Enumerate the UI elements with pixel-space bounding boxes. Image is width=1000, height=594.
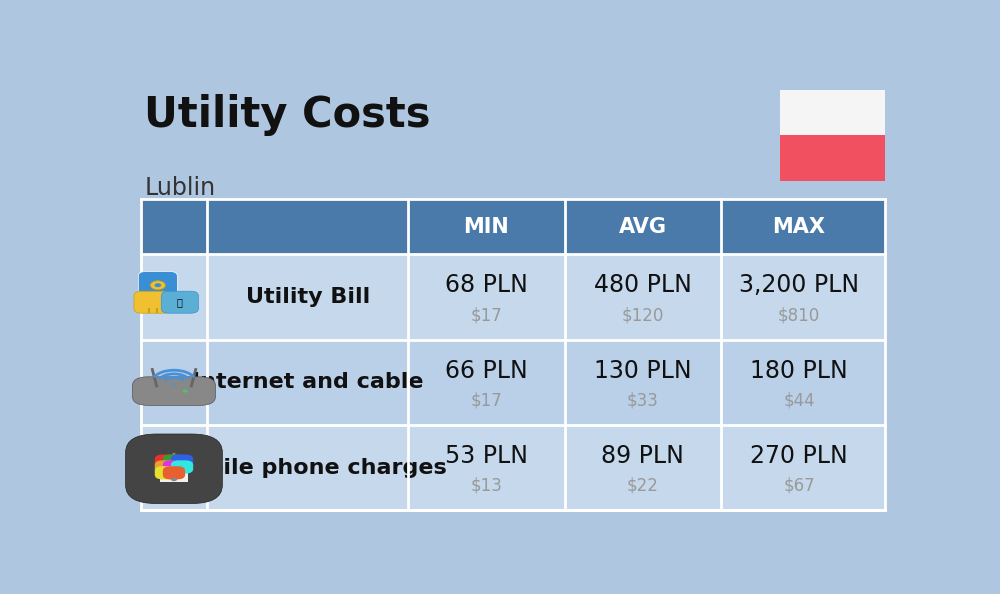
FancyBboxPatch shape	[171, 460, 193, 473]
FancyBboxPatch shape	[171, 454, 193, 467]
Text: $67: $67	[783, 477, 815, 495]
Bar	[140, 200, 885, 254]
Text: AVG: AVG	[619, 217, 667, 237]
Text: 68 PLN: 68 PLN	[445, 273, 528, 298]
Circle shape	[171, 478, 177, 481]
Bar	[140, 340, 885, 425]
FancyBboxPatch shape	[132, 377, 216, 405]
FancyBboxPatch shape	[155, 454, 177, 467]
Text: 53 PLN: 53 PLN	[445, 444, 528, 468]
Text: 66 PLN: 66 PLN	[445, 359, 528, 383]
Text: Utility Bill: Utility Bill	[246, 287, 370, 307]
FancyBboxPatch shape	[134, 291, 171, 313]
Circle shape	[183, 390, 188, 393]
Text: MAX: MAX	[772, 217, 825, 237]
Text: 3,200 PLN: 3,200 PLN	[739, 273, 859, 298]
Text: $22: $22	[627, 477, 659, 495]
Bar	[780, 90, 885, 135]
FancyBboxPatch shape	[126, 434, 222, 504]
Text: Mobile phone charges: Mobile phone charges	[170, 457, 446, 478]
Text: Lublin: Lublin	[144, 176, 216, 201]
FancyBboxPatch shape	[155, 466, 177, 479]
Text: 💧: 💧	[177, 298, 182, 308]
Text: MIN: MIN	[464, 217, 509, 237]
Text: $120: $120	[622, 307, 664, 324]
Circle shape	[172, 383, 176, 386]
Bar	[780, 135, 885, 181]
Bar	[160, 455, 188, 482]
Text: $13: $13	[471, 477, 502, 495]
FancyBboxPatch shape	[138, 271, 177, 299]
FancyBboxPatch shape	[163, 460, 185, 473]
Text: 480 PLN: 480 PLN	[594, 273, 692, 298]
Text: $17: $17	[471, 307, 502, 324]
Text: 270 PLN: 270 PLN	[750, 444, 848, 468]
Text: 180 PLN: 180 PLN	[750, 359, 848, 383]
Text: $44: $44	[783, 391, 815, 410]
FancyBboxPatch shape	[155, 460, 177, 473]
Text: $810: $810	[778, 307, 820, 324]
Bar	[140, 425, 885, 510]
FancyBboxPatch shape	[163, 454, 185, 467]
FancyBboxPatch shape	[163, 466, 185, 479]
Text: 89 PLN: 89 PLN	[601, 444, 684, 468]
Text: $17: $17	[471, 391, 502, 410]
Circle shape	[154, 283, 161, 287]
Text: Internet and cable: Internet and cable	[192, 372, 424, 392]
Text: $33: $33	[627, 391, 659, 410]
Text: 130 PLN: 130 PLN	[594, 359, 692, 383]
Text: Utility Costs: Utility Costs	[144, 94, 431, 136]
FancyBboxPatch shape	[161, 291, 198, 313]
Circle shape	[172, 453, 176, 454]
Bar	[140, 254, 885, 340]
Circle shape	[150, 281, 165, 290]
